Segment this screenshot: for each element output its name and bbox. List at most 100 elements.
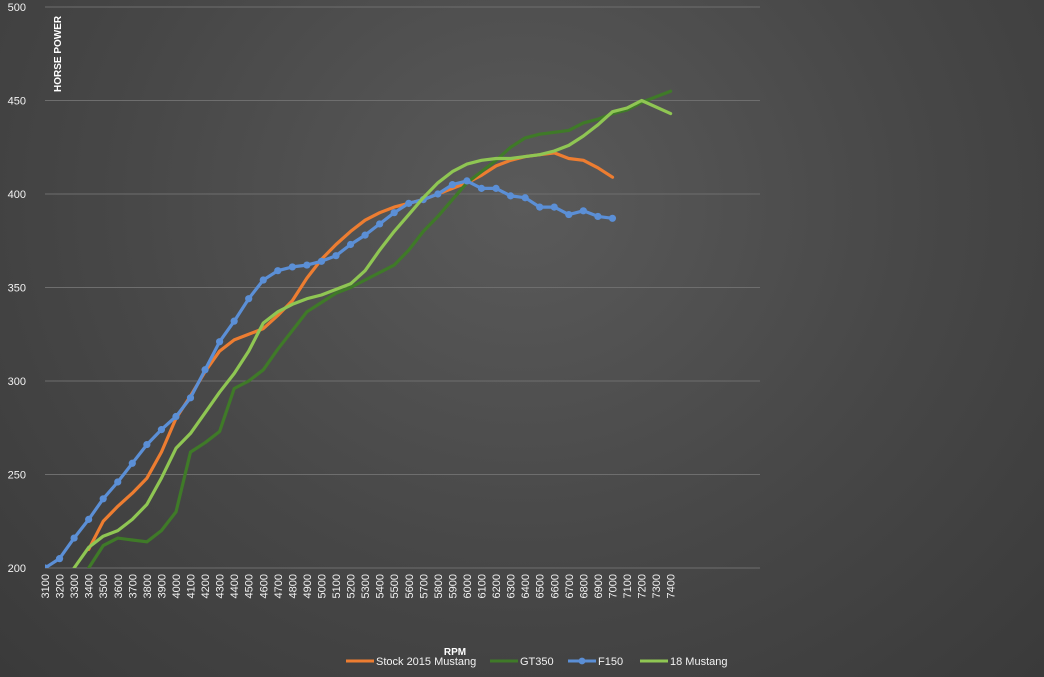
x-tick-label: 6000 <box>462 574 474 598</box>
x-tick-label: 7400 <box>666 574 678 598</box>
data-point-f150 <box>55 555 64 563</box>
data-point-f150 <box>114 478 122 486</box>
data-point-f150 <box>230 317 238 325</box>
data-point-f150 <box>463 177 471 185</box>
data-point-f150 <box>128 459 136 467</box>
x-tick-label: 5500 <box>389 574 401 598</box>
data-point-f150 <box>332 252 340 260</box>
x-tick-label: 6700 <box>564 574 576 598</box>
legend-label-f150: F150 <box>598 656 623 668</box>
x-axis-ticks: 3100 3200 3300 3400 3500 3600 3700 3800 3900 4000… <box>40 574 678 598</box>
data-point-f150 <box>594 212 602 221</box>
series-line-f150 <box>45 179 615 568</box>
series-line-18-mustang <box>72 98 673 568</box>
legend-marker-f150 <box>578 657 586 665</box>
x-tick-label: 4000 <box>171 574 183 598</box>
y-tick-label: 500 <box>8 2 26 14</box>
data-point-f150 <box>492 184 500 192</box>
legend-label-18-mustang: 18 Mustang <box>670 656 727 668</box>
series-layer <box>45 89 673 568</box>
x-tick-label: 4800 <box>287 574 299 598</box>
x-tick-label: 7300 <box>651 574 663 598</box>
legend: Stock 2015 Mustang GT350 F150 18 Mustang <box>346 656 727 668</box>
y-tick-label: 200 <box>8 563 26 575</box>
data-point-f150 <box>376 220 384 228</box>
data-point-f150 <box>536 203 544 211</box>
data-point-f150 <box>143 440 151 449</box>
x-tick-label: 4600 <box>258 574 270 598</box>
y-tick-label: 450 <box>8 96 26 108</box>
data-point-f150 <box>201 366 209 374</box>
data-point-f150 <box>186 394 195 402</box>
data-point-f150 <box>99 495 107 503</box>
series-line-stock-2015-mustang <box>87 151 615 551</box>
x-tick-label: 3800 <box>142 574 154 598</box>
x-tick-label: 3900 <box>156 574 168 598</box>
data-point-f150 <box>85 515 93 523</box>
data-point-f150 <box>274 267 282 275</box>
series-line-gt350 <box>87 89 673 568</box>
x-tick-label: 5200 <box>346 574 358 598</box>
data-point-f150 <box>157 426 165 434</box>
x-tick-label: 7100 <box>622 574 634 598</box>
data-point-f150 <box>361 231 369 239</box>
x-tick-label: 6200 <box>491 574 503 598</box>
data-point-f150 <box>317 257 326 265</box>
data-point-f150 <box>405 199 413 207</box>
data-point-f150 <box>565 210 573 219</box>
data-point-f150 <box>477 184 486 192</box>
data-point-f150 <box>390 209 398 217</box>
x-tick-label: 7200 <box>637 574 649 598</box>
x-tick-label: 3600 <box>113 574 125 598</box>
x-tick-label: 4500 <box>244 574 256 598</box>
x-tick-label: 3400 <box>84 574 96 598</box>
x-tick-label: 6100 <box>477 574 489 598</box>
y-tick-label: 250 <box>8 470 26 482</box>
data-point-f150 <box>45 564 49 568</box>
data-point-f150 <box>259 276 267 284</box>
x-tick-label: 6600 <box>549 574 561 598</box>
x-tick-label: 5300 <box>360 574 372 598</box>
x-tick-label: 3100 <box>40 574 52 598</box>
x-tick-label: 6400 <box>520 574 532 598</box>
x-tick-label: 5800 <box>433 574 445 598</box>
x-tick-label: 4400 <box>229 574 241 598</box>
y-axis-ticks: 200 250 300 350 400 450 500 <box>8 2 26 575</box>
data-point-f150 <box>288 263 296 271</box>
data-point-f150 <box>550 203 558 211</box>
y-tick-label: 400 <box>8 189 26 201</box>
legend-label-stock-2015-mustang: Stock 2015 Mustang <box>376 656 476 668</box>
y-tick-label: 300 <box>8 376 26 388</box>
data-point-f150 <box>216 338 224 346</box>
data-point-f150 <box>448 181 456 189</box>
x-tick-label: 6900 <box>593 574 605 598</box>
legend-label-gt350: GT350 <box>520 656 554 668</box>
data-point-f150 <box>346 240 355 249</box>
data-point-f150 <box>507 192 515 200</box>
x-tick-label: 3200 <box>55 574 67 598</box>
x-tick-label: 5900 <box>447 574 459 598</box>
x-tick-label: 4100 <box>186 574 198 598</box>
x-tick-label: 5700 <box>418 574 430 598</box>
y-tick-label: 350 <box>8 283 26 295</box>
x-tick-label: 5000 <box>316 574 328 598</box>
data-point-f150 <box>608 214 617 222</box>
data-point-f150 <box>245 295 253 303</box>
data-point-f150 <box>303 261 311 269</box>
x-tick-label: 7000 <box>607 574 619 598</box>
y-axis-label: HORSE POWER <box>53 15 64 92</box>
x-tick-label: 3300 <box>69 574 81 598</box>
x-axis-label: RPM <box>444 647 466 658</box>
data-point-f150 <box>521 194 529 202</box>
data-point-f150 <box>434 190 442 198</box>
x-tick-label: 6800 <box>578 574 590 598</box>
x-tick-label: 5600 <box>404 574 416 598</box>
x-tick-label: 4300 <box>215 574 227 598</box>
x-tick-label: 4200 <box>200 574 212 598</box>
data-point-f150 <box>172 412 180 421</box>
x-tick-label: 6300 <box>506 574 518 598</box>
gridlines <box>45 6 760 569</box>
x-tick-label: 6500 <box>535 574 547 598</box>
data-point-f150 <box>70 534 78 542</box>
